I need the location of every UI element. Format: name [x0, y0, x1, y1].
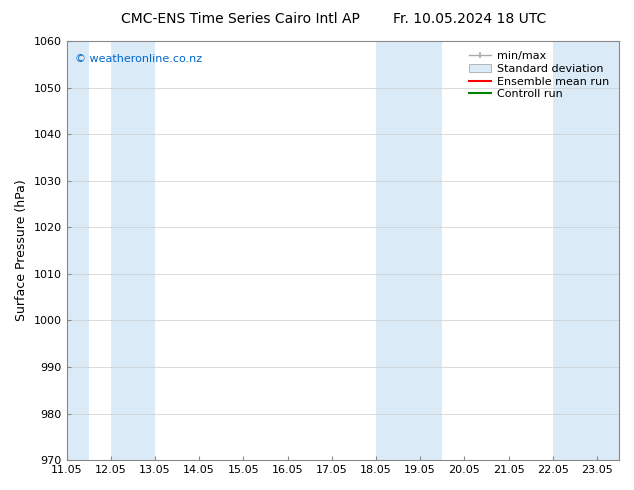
Text: Fr. 10.05.2024 18 UTC: Fr. 10.05.2024 18 UTC [392, 12, 546, 26]
Legend: min/max, Standard deviation, Ensemble mean run, Controll run: min/max, Standard deviation, Ensemble me… [465, 47, 614, 104]
Bar [376, 41, 442, 460]
Text: © weatheronline.co.nz: © weatheronline.co.nz [75, 53, 202, 64]
Text: CMC-ENS Time Series Cairo Intl AP: CMC-ENS Time Series Cairo Intl AP [122, 12, 360, 26]
Bar [67, 41, 89, 460]
Bar [553, 41, 619, 460]
Y-axis label: Surface Pressure (hPa): Surface Pressure (hPa) [15, 180, 28, 321]
Bar [111, 41, 155, 460]
